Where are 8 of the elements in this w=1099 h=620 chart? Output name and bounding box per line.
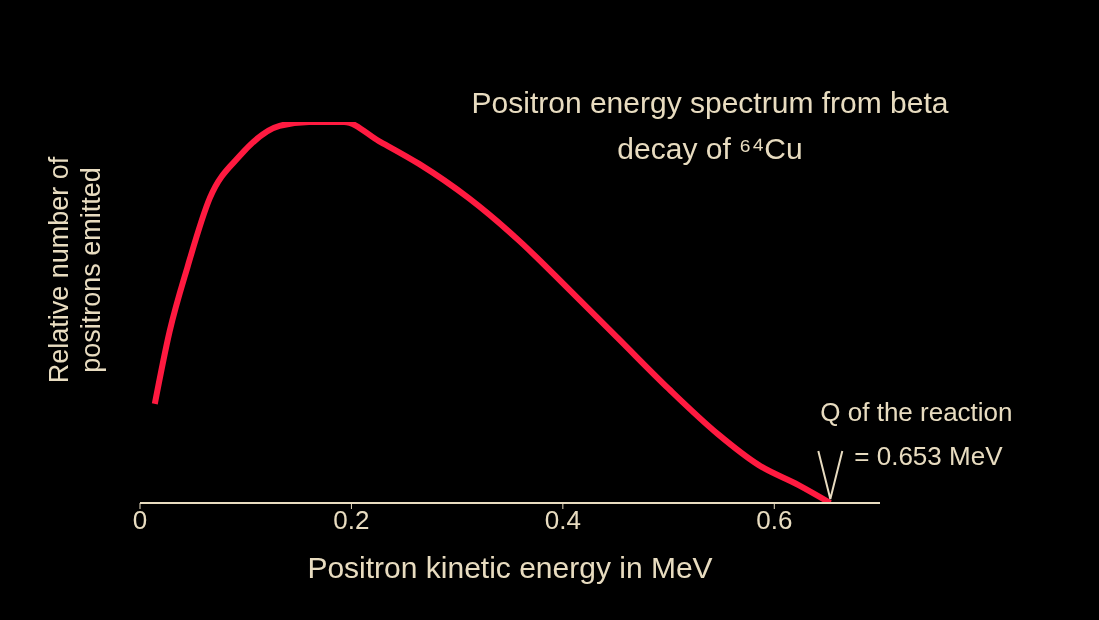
x-tick-label: 0.6: [756, 505, 793, 536]
chart-title: Positron energy spectrum from beta decay of ⁶⁴Cu: [470, 85, 950, 167]
x-axis-title: Positron kinetic energy in MeV: [307, 551, 713, 584]
x-tick-label: 0: [132, 505, 148, 536]
x-tick-label: 0.4: [544, 505, 581, 536]
y-axis-title: Relative number of positrons emitted: [43, 155, 107, 386]
x-tick-label: 0.2: [333, 505, 370, 536]
annotation: Q of the reaction = 0.653 MeV: [820, 397, 1013, 471]
